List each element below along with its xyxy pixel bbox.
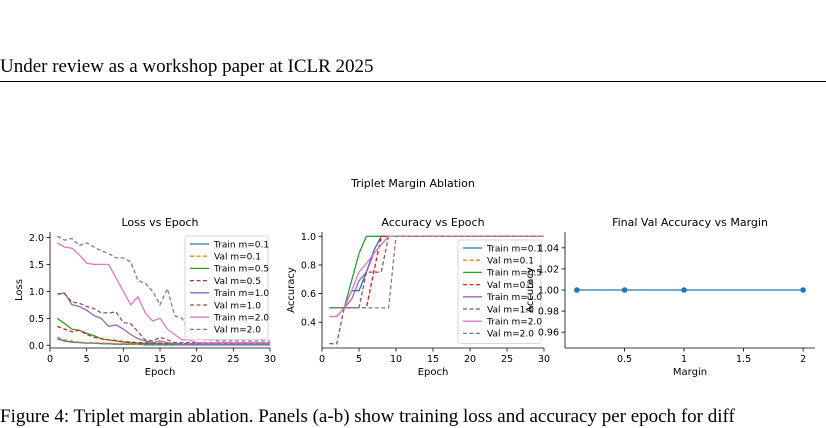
y-axis-label: Accuracy [525,267,536,313]
y-tick-label: 0.98 [538,307,559,318]
x-tick-label: 15 [154,354,166,365]
legend-label: Val m=0.1 [487,257,534,267]
y-tick-label: 1.02 [538,264,559,275]
x-tick-label: 30 [538,354,550,365]
figure-caption: Figure 4: Triplet margin ablation. Panel… [0,406,735,427]
chart-title: Accuracy vs Epoch [381,216,484,229]
legend-label: Train m=1.0 [213,289,269,299]
legend-label: Train m=0.1 [213,240,269,250]
x-tick-label: 1.5 [736,354,751,365]
series-line [329,235,544,309]
legend-label: Val m=2.0 [214,326,261,336]
legend-box [184,235,269,340]
y-tick-label: 2.0 [29,233,44,244]
legend-label: Train m=0.5 [486,269,542,279]
x-tick-label: 2 [800,354,806,365]
x-tick-label: 10 [390,354,402,365]
chart-title: Final Val Accuracy vs Margin [612,216,768,229]
series-line [57,235,270,342]
figure-title: Triplet Margin Ablation [351,177,475,190]
x-tick-label: 0 [47,354,53,365]
x-tick-label: 20 [464,354,476,365]
chart-panel-2: Accuracy vs Epoch 0 5 10 15 20 25 30 0.4 0.6 0.8 1.… [286,216,550,378]
legend-label: Train m=2.0 [213,314,269,324]
y-tick-label: 1.5 [29,260,44,271]
data-point [681,287,687,293]
x-tick-label: 1 [681,354,687,365]
y-tick-label: 0.6 [301,289,316,300]
data-point [574,287,580,293]
data-point [800,287,806,293]
legend-box [457,239,542,344]
y-tick-label: 0.96 [538,328,559,339]
legend-label: Val m=0.1 [214,253,261,263]
legend-label: Val m=0.5 [214,277,261,287]
x-tick-label: 5 [84,354,90,365]
x-axis-label: Margin [673,367,707,378]
y-tick-label: 1.0 [29,287,44,298]
legend-label: Val m=2.0 [487,330,534,340]
y-tick-label: 1.0 [301,232,316,243]
data-point [621,287,628,293]
legend-label: Val m=0.5 [487,281,534,291]
y-tick-label: 0.8 [301,260,316,271]
legend-label: Train m=1.0 [486,293,542,303]
y-tick-label: 0.0 [29,341,44,352]
x-tick-label: 20 [191,354,203,365]
x-tick-label: 0 [319,354,325,365]
y-axis-label: Accuracy [286,267,297,313]
chart-title: Loss vs Epoch [121,216,198,229]
legend-label: Train m=0.1 [486,244,542,254]
y-axis-label: Loss [14,279,25,301]
page-header: Under review as a workshop paper at ICLR… [0,56,374,77]
x-tick-label: 25 [227,354,239,365]
y-tick-label: 0.4 [301,318,316,329]
x-tick-label: 15 [427,354,439,365]
x-tick-label: 0.5 [617,354,632,365]
series-line [57,292,270,345]
legend-label: Val m=1.0 [487,305,534,315]
series-line [56,242,270,344]
x-tick-label: 30 [264,354,276,365]
legend-label: Val m=1.0 [214,301,261,311]
chart-panel-1: Loss vs Epoch 0 5 10 15 20 25 30 0.0 0.5 1.0 1.5 2.0… [14,216,276,378]
chart-panel-3: Final Val Accuracy vs Margin 0.5 1 1.5 2 0.96… [525,216,815,378]
x-tick-label: 5 [356,354,362,365]
y-tick-label: 1.00 [538,286,559,297]
y-tick-label: 0.5 [29,314,44,325]
x-tick-label: 25 [501,354,513,365]
y-tick-label: 1.04 [538,243,559,254]
x-tick-label: 10 [117,354,129,365]
header-rule [0,81,826,82]
x-axis-label: Epoch [418,367,449,378]
x-axis-label: Epoch [145,367,176,378]
legend-label: Train m=2.0 [486,318,542,328]
legend-label: Train m=0.5 [213,265,269,275]
